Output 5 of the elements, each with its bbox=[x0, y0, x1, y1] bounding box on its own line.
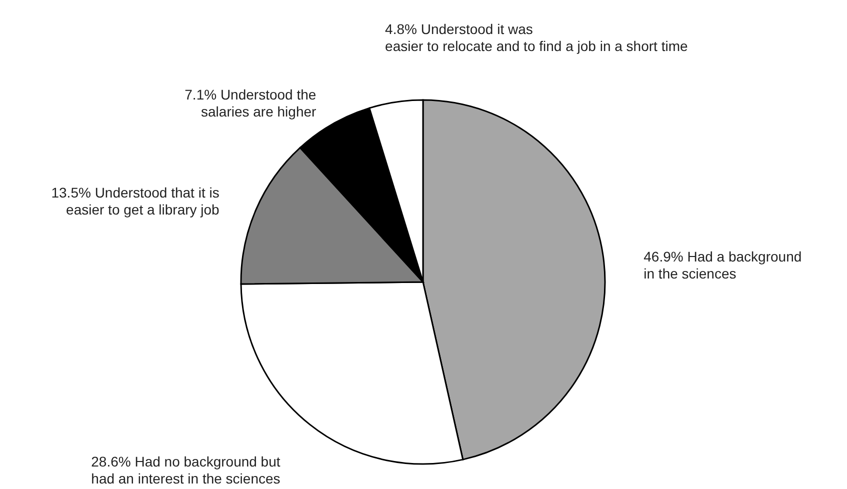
slice-label: 13.5% Understood that it is easier to get a library job bbox=[51, 184, 220, 218]
slice-label: 4.8% Understood it was easier to relocate and to find a job in a short time bbox=[385, 20, 688, 54]
slice-label: 28.6% Had no background but had an interest in the sciences bbox=[91, 453, 280, 486]
slice-label: 7.1% Understood the salaries are higher bbox=[184, 86, 317, 120]
slice-label: 46.9% Had a background in the sciences bbox=[644, 248, 802, 282]
